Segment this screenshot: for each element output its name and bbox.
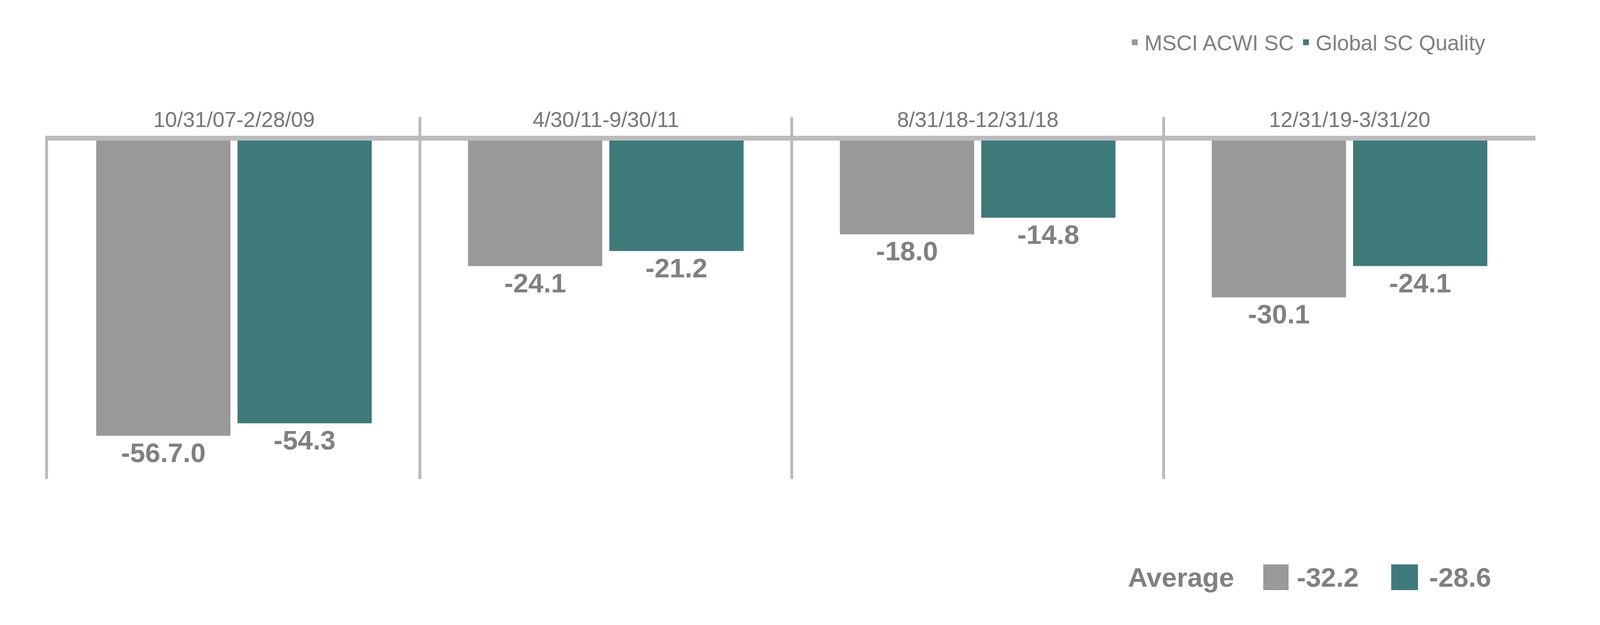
svg-text:-28.6: -28.6 <box>1429 562 1492 593</box>
svg-text:4/30/11-9/30/11: 4/30/11-9/30/11 <box>532 107 680 132</box>
svg-text:8/31/18-12/31/18: 8/31/18-12/31/18 <box>897 107 1059 132</box>
svg-text:10/31/07-2/28/09: 10/31/07-2/28/09 <box>153 107 315 132</box>
svg-text:Average: Average <box>1127 562 1235 593</box>
svg-text:-18.0: -18.0 <box>876 235 939 267</box>
svg-text:-21.2: -21.2 <box>645 252 708 284</box>
svg-text:-24.1: -24.1 <box>504 267 567 299</box>
svg-text:-24.1: -24.1 <box>1389 267 1452 299</box>
svg-text:-14.8: -14.8 <box>1017 219 1080 250</box>
svg-text:MSCI ACWI SC: MSCI ACWI SC <box>1144 31 1294 55</box>
svg-text:Global SC Quality: Global SC Quality <box>1315 31 1486 55</box>
svg-text:-56.7.0: -56.7.0 <box>120 437 206 469</box>
svg-text:12/31/19-3/31/20: 12/31/19-3/31/20 <box>1268 107 1431 132</box>
svg-text:-30.1: -30.1 <box>1247 298 1310 330</box>
svg-text:-32.2: -32.2 <box>1296 562 1359 593</box>
svg-text:-54.3: -54.3 <box>273 424 336 456</box>
